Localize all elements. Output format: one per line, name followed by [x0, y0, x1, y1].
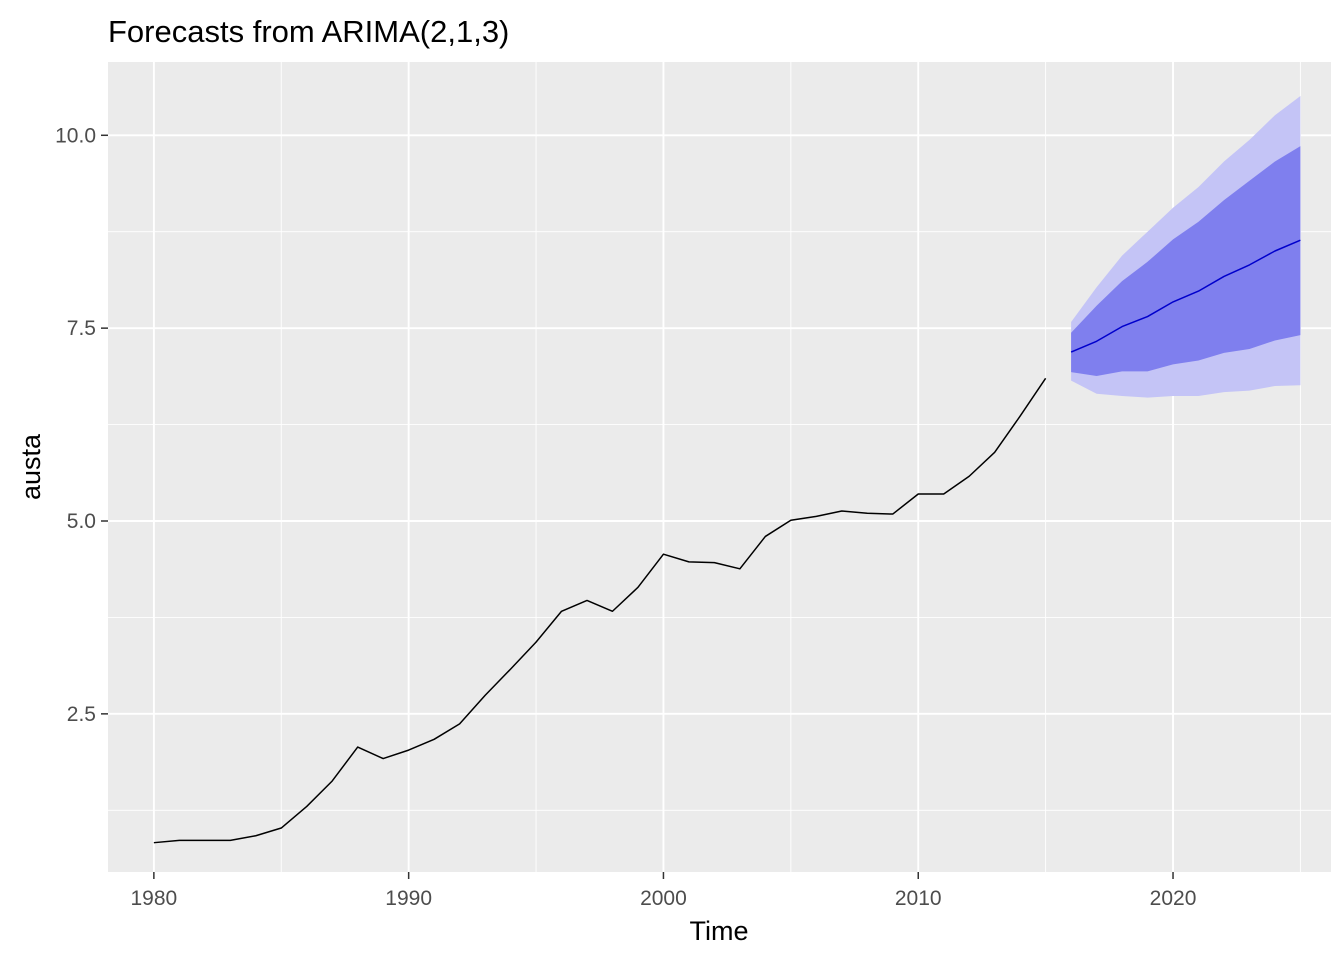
y-axis-title: austa: [16, 433, 46, 500]
series-lines: [153, 239, 1301, 844]
x-axis-title: Time: [690, 916, 749, 946]
forecast-line: [1070, 239, 1301, 353]
x-tick-label: 2020: [1150, 887, 1197, 910]
grid-major: [108, 62, 1331, 872]
grid-minor: [108, 62, 1331, 872]
plot-panel: [108, 62, 1331, 872]
x-axis: 1980 1990 2000 2010 2020: [131, 872, 1197, 910]
x-tick-label: 2000: [640, 887, 687, 910]
x-tick-label: 1990: [385, 887, 432, 910]
y-tick-label: 2.5: [67, 703, 96, 726]
prediction-intervals: [1071, 95, 1301, 398]
chart-title: Forecasts from ARIMA(2,1,3): [108, 14, 509, 49]
y-axis: 2.5 5.0 7.5 10.0: [55, 124, 108, 726]
band-80: [1071, 146, 1301, 376]
x-tick-label: 2010: [895, 887, 942, 910]
y-tick-label: 10.0: [55, 124, 96, 147]
y-tick-label: 5.0: [67, 510, 96, 533]
history-line: [153, 377, 1047, 844]
y-tick-label: 7.5: [67, 317, 96, 340]
x-tick-label: 1980: [131, 887, 178, 910]
